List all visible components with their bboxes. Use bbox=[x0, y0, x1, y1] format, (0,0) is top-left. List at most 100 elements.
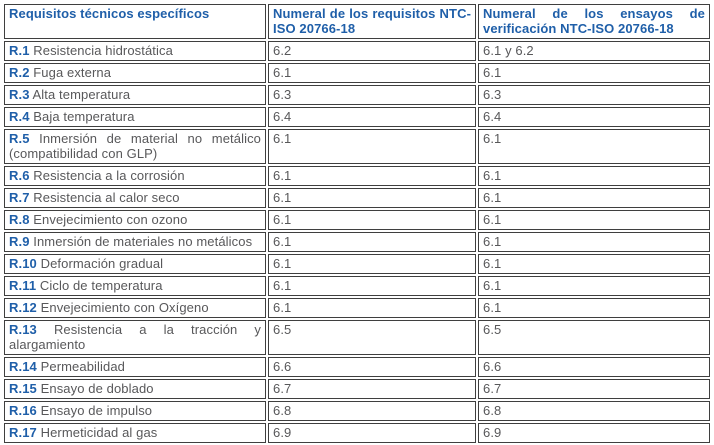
numeral-ensayos-cell: 6.6 bbox=[478, 357, 710, 377]
table-row: R.13 Resistencia a la tracción y alargam… bbox=[4, 320, 710, 355]
requirement-cell: R.16 Ensayo de impulso bbox=[4, 401, 266, 421]
requirement-cell: R.17 Hermeticidad al gas bbox=[4, 423, 266, 443]
numeral-ensayos-cell: 6.5 bbox=[478, 320, 710, 355]
requirement-label: Fuga externa bbox=[33, 65, 112, 80]
table-header: Requisitos técnicos específicos Numeral … bbox=[4, 4, 710, 39]
numeral-ensayos-cell: 6.7 bbox=[478, 379, 710, 399]
header-row: Requisitos técnicos específicos Numeral … bbox=[4, 4, 710, 39]
requirement-id: R.8 bbox=[9, 212, 30, 227]
numeral-ensayos-cell: 6.4 bbox=[478, 107, 710, 127]
requirement-id: R.2 bbox=[9, 65, 30, 80]
numeral-ensayos-cell: 6.1 bbox=[478, 166, 710, 186]
numeral-ensayos-cell: 6.1 y 6.2 bbox=[478, 41, 710, 61]
numeral-requisitos-cell: 6.1 bbox=[268, 188, 476, 208]
table-row: R.9 Inmersión de materiales no metálicos… bbox=[4, 232, 710, 252]
numeral-ensayos-cell: 6.1 bbox=[478, 188, 710, 208]
numeral-requisitos-cell: 6.9 bbox=[268, 423, 476, 443]
table-row: R.17 Hermeticidad al gas 6.9 6.9 bbox=[4, 423, 710, 443]
numeral-ensayos-cell: 6.3 bbox=[478, 85, 710, 105]
requirement-id: R.15 bbox=[9, 381, 37, 396]
requirement-label: Ciclo de temperatura bbox=[39, 278, 163, 293]
numeral-ensayos-cell: 6.1 bbox=[478, 63, 710, 83]
requirement-label: Resistencia a la tracción y alargamiento bbox=[9, 322, 261, 352]
requirement-id: R.11 bbox=[9, 278, 37, 293]
requirement-cell: R.11 Ciclo de temperatura bbox=[4, 276, 266, 296]
requirement-id: R.13 bbox=[9, 322, 37, 337]
numeral-requisitos-cell: 6.5 bbox=[268, 320, 476, 355]
column-header-numeral-ensayos: Numeral de los ensayos de verificación N… bbox=[478, 4, 710, 39]
table-row: R.10 Deformación gradual 6.1 6.1 bbox=[4, 254, 710, 274]
requirement-cell: R.3 Alta temperatura bbox=[4, 85, 266, 105]
numeral-ensayos-cell: 6.1 bbox=[478, 254, 710, 274]
numeral-requisitos-cell: 6.1 bbox=[268, 254, 476, 274]
requirement-cell: R.9 Inmersión de materiales no metálicos bbox=[4, 232, 266, 252]
requirement-cell: R.7 Resistencia al calor seco bbox=[4, 188, 266, 208]
numeral-requisitos-cell: 6.1 bbox=[268, 298, 476, 318]
requirement-cell: R.8 Envejecimiento con ozono bbox=[4, 210, 266, 230]
numeral-requisitos-cell: 6.1 bbox=[268, 276, 476, 296]
table-row: R.4 Baja temperatura 6.4 6.4 bbox=[4, 107, 710, 127]
requirement-cell: R.5 Inmersión de material no metálico (c… bbox=[4, 129, 266, 164]
numeral-ensayos-cell: 6.1 bbox=[478, 298, 710, 318]
column-header-requisitos: Requisitos técnicos específicos bbox=[4, 4, 266, 39]
numeral-ensayos-cell: 6.1 bbox=[478, 276, 710, 296]
requirement-cell: R.6 Resistencia a la corrosión bbox=[4, 166, 266, 186]
requirement-label: Alta temperatura bbox=[32, 87, 131, 102]
requirement-label: Permeabilidad bbox=[40, 359, 125, 374]
numeral-requisitos-cell: 6.2 bbox=[268, 41, 476, 61]
table-row: R.15 Ensayo de doblado 6.7 6.7 bbox=[4, 379, 710, 399]
table-row: R.6 Resistencia a la corrosión 6.1 6.1 bbox=[4, 166, 710, 186]
table-row: R.16 Ensayo de impulso 6.8 6.8 bbox=[4, 401, 710, 421]
requirement-id: R.5 bbox=[9, 131, 30, 146]
numeral-ensayos-cell: 6.1 bbox=[478, 232, 710, 252]
table-row: R.12 Envejecimiento con Oxígeno 6.1 6.1 bbox=[4, 298, 710, 318]
table-row: R.7 Resistencia al calor seco 6.1 6.1 bbox=[4, 188, 710, 208]
requirement-id: R.6 bbox=[9, 168, 30, 183]
requirement-cell: R.12 Envejecimiento con Oxígeno bbox=[4, 298, 266, 318]
table-row: R.2 Fuga externa 6.1 6.1 bbox=[4, 63, 710, 83]
requirement-id: R.14 bbox=[9, 359, 37, 374]
numeral-requisitos-cell: 6.1 bbox=[268, 166, 476, 186]
table-row: R.8 Envejecimiento con ozono 6.1 6.1 bbox=[4, 210, 710, 230]
requirement-label: Envejecimiento con ozono bbox=[33, 212, 188, 227]
requirement-cell: R.2 Fuga externa bbox=[4, 63, 266, 83]
numeral-requisitos-cell: 6.1 bbox=[268, 210, 476, 230]
requirement-label: Inmersión de materiales no metálicos bbox=[33, 234, 253, 249]
requirement-label: Envejecimiento con Oxígeno bbox=[40, 300, 209, 315]
requirement-id: R.3 bbox=[9, 87, 30, 102]
numeral-requisitos-cell: 6.7 bbox=[268, 379, 476, 399]
requirement-label: Inmersión de material no metálico (compa… bbox=[9, 131, 262, 161]
requirement-label: Baja temperatura bbox=[33, 109, 135, 124]
requirement-id: R.16 bbox=[9, 403, 37, 418]
requirement-label: Resistencia a la corrosión bbox=[33, 168, 185, 183]
requirement-cell: R.4 Baja temperatura bbox=[4, 107, 266, 127]
requirement-cell: R.13 Resistencia a la tracción y alargam… bbox=[4, 320, 266, 355]
numeral-ensayos-cell: 6.1 bbox=[478, 129, 710, 164]
requirement-label: Hermeticidad al gas bbox=[40, 425, 158, 440]
numeral-ensayos-cell: 6.9 bbox=[478, 423, 710, 443]
table-body: R.1 Resistencia hidrostática 6.2 6.1 y 6… bbox=[4, 41, 710, 443]
requirement-cell: R.10 Deformación gradual bbox=[4, 254, 266, 274]
requirement-id: R.9 bbox=[9, 234, 30, 249]
numeral-requisitos-cell: 6.6 bbox=[268, 357, 476, 377]
table-row: R.14 Permeabilidad 6.6 6.6 bbox=[4, 357, 710, 377]
numeral-ensayos-cell: 6.1 bbox=[478, 210, 710, 230]
requirement-label: Deformación gradual bbox=[40, 256, 164, 271]
table-row: R.11 Ciclo de temperatura 6.1 6.1 bbox=[4, 276, 710, 296]
column-header-numeral-requisitos: Numeral de los requisitos NTC-ISO 20766-… bbox=[268, 4, 476, 39]
requirement-label: Resistencia hidrostática bbox=[33, 43, 173, 58]
table-row: R.1 Resistencia hidrostática 6.2 6.1 y 6… bbox=[4, 41, 710, 61]
table-row: R.5 Inmersión de material no metálico (c… bbox=[4, 129, 710, 164]
requirement-cell: R.15 Ensayo de doblado bbox=[4, 379, 266, 399]
numeral-requisitos-cell: 6.8 bbox=[268, 401, 476, 421]
requirement-label: Ensayo de doblado bbox=[40, 381, 154, 396]
requirement-cell: R.14 Permeabilidad bbox=[4, 357, 266, 377]
table-row: R.3 Alta temperatura 6.3 6.3 bbox=[4, 85, 710, 105]
requirement-label: Resistencia al calor seco bbox=[33, 190, 180, 205]
numeral-ensayos-cell: 6.8 bbox=[478, 401, 710, 421]
numeral-requisitos-cell: 6.1 bbox=[268, 129, 476, 164]
requirement-id: R.10 bbox=[9, 256, 37, 271]
requirement-id: R.17 bbox=[9, 425, 37, 440]
requirement-id: R.1 bbox=[9, 43, 30, 58]
